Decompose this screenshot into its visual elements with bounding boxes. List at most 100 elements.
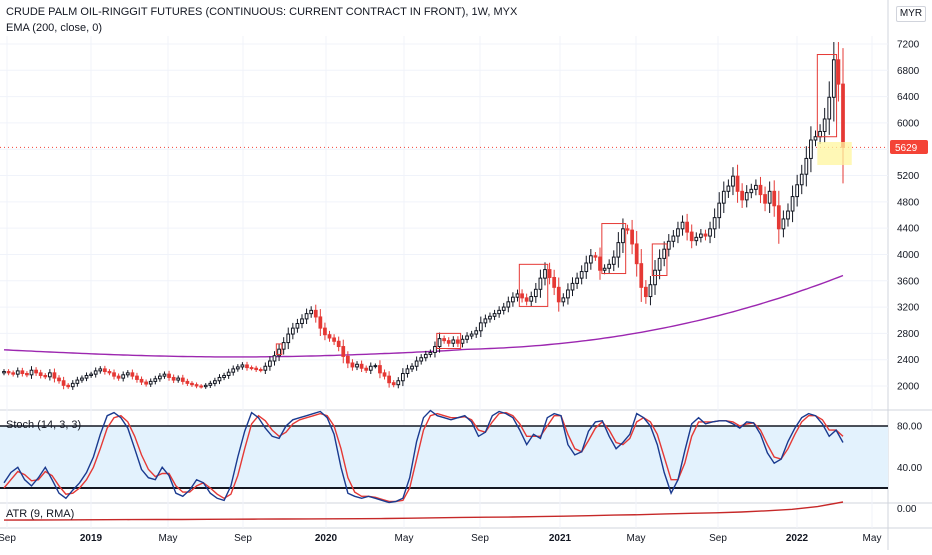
candle-body — [497, 309, 502, 315]
pattern-highlight-box — [651, 243, 668, 277]
candle-body — [272, 355, 277, 362]
candle-body — [290, 327, 295, 335]
pattern-highlight-box — [518, 263, 549, 307]
candle-body — [135, 375, 139, 380]
candle-body — [84, 374, 89, 379]
candle-body — [231, 368, 236, 373]
candle-body — [488, 315, 492, 320]
candle-body — [11, 372, 16, 375]
candle-body — [336, 340, 341, 348]
candle-body — [515, 293, 520, 298]
candle-body — [662, 248, 667, 259]
last-price-label: 5629 — [895, 143, 918, 154]
price-tick-label: 4000 — [897, 250, 920, 261]
candle-body — [685, 221, 689, 233]
candle-body — [506, 301, 511, 308]
candle-body — [43, 374, 48, 378]
candle-body — [20, 370, 25, 375]
candle-body — [158, 375, 162, 380]
time-tick-label: May — [627, 533, 646, 544]
candle-body — [520, 293, 524, 299]
candle-body — [483, 318, 488, 324]
candle-body — [323, 327, 327, 336]
candle-body — [180, 377, 185, 382]
pattern-highlight-box — [436, 332, 462, 350]
candle-body — [818, 130, 822, 138]
candle-body — [566, 289, 570, 299]
candle-body — [598, 256, 602, 271]
atr-indicator-label: ATR (9, RMA) — [6, 508, 74, 520]
candle-body — [93, 370, 98, 375]
candle-body — [61, 380, 66, 386]
candle-body — [373, 365, 378, 368]
candle-body — [57, 377, 61, 382]
candle-body — [639, 263, 644, 288]
candle-body — [689, 231, 694, 242]
candle-body — [15, 370, 20, 375]
candle-body — [341, 346, 346, 357]
candle-body — [621, 228, 625, 244]
candle-body — [717, 202, 722, 219]
candle-body — [116, 375, 121, 379]
candle-body — [524, 297, 529, 302]
candle-body — [382, 372, 387, 377]
price-tick-label: 2400 — [897, 355, 920, 366]
time-tick-label: Sep — [234, 533, 252, 544]
candle-body — [593, 255, 598, 258]
candle-body — [364, 367, 369, 371]
candle-body — [52, 372, 57, 379]
candle-body — [235, 366, 240, 370]
candle-body — [680, 221, 685, 230]
candle-body — [754, 184, 758, 190]
candle-body — [827, 96, 832, 120]
candle-body — [304, 313, 309, 320]
candle-body — [469, 333, 474, 337]
candle-body — [822, 118, 827, 132]
time-tick-label: 2019 — [80, 533, 103, 544]
candle-body — [171, 376, 176, 381]
candle-body — [98, 368, 103, 372]
pattern-highlight-box — [816, 54, 838, 138]
candle-body — [579, 271, 584, 279]
candle-body — [446, 340, 451, 344]
atr-line — [3, 501, 844, 521]
candle-body — [836, 59, 841, 85]
candle-body — [460, 338, 465, 344]
stoch-pane — [0, 409, 888, 504]
candle-body — [327, 334, 332, 339]
candle-body — [162, 373, 167, 377]
candle-body — [359, 363, 364, 369]
time-tick-label: 2020 — [315, 533, 338, 544]
candle-body — [809, 139, 813, 159]
candle-body — [213, 380, 217, 384]
candle-body — [400, 373, 405, 382]
candle-body — [2, 371, 6, 374]
price-tick-label: 3200 — [897, 303, 920, 314]
candle-body — [433, 346, 437, 353]
candle-body — [552, 276, 557, 288]
candle-body — [309, 309, 314, 315]
candle-body — [588, 255, 593, 264]
candle-body — [712, 217, 717, 230]
candle-body — [781, 218, 786, 230]
candle-body — [286, 333, 291, 344]
candle-body — [529, 296, 534, 302]
stoch-tick-label: 0.00 — [897, 504, 917, 515]
ema-layer — [3, 274, 844, 358]
candle-body — [634, 243, 639, 265]
candle-body — [643, 286, 648, 298]
candle-body — [795, 184, 800, 198]
candle-body — [410, 365, 414, 370]
chart-title: CRUDE PALM OIL-RINGGIT FUTURES (CONTINUO… — [6, 6, 518, 18]
candle-body — [199, 385, 204, 388]
candle-body — [268, 360, 272, 367]
candle-body — [799, 173, 804, 186]
price-tick-label: 6000 — [897, 118, 920, 129]
currency-badge[interactable]: MYR — [896, 6, 926, 22]
axis-layer: 7200680064006000560052004800440040003600… — [0, 40, 922, 545]
candle-body — [790, 196, 795, 212]
candle-body — [107, 371, 112, 374]
time-tick-label: 2022 — [786, 533, 809, 544]
